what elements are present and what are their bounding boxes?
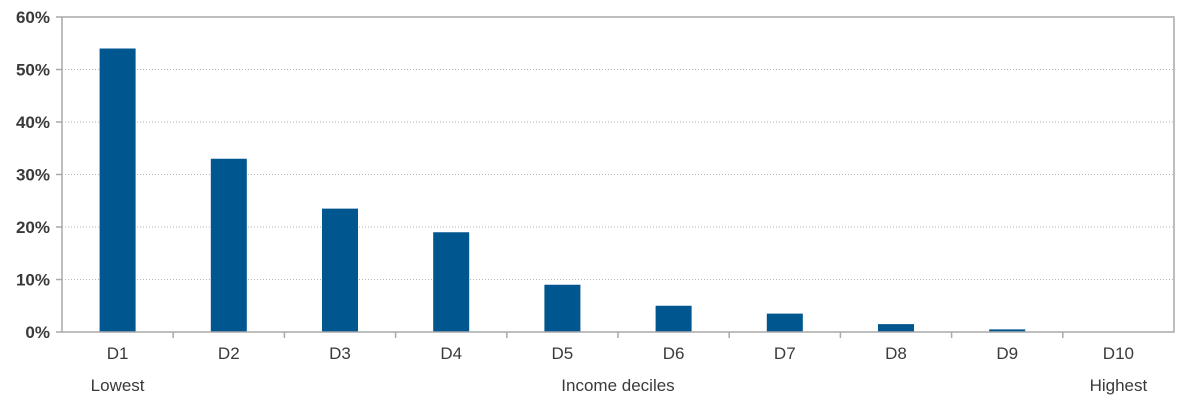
x-tick-label: D6 (663, 344, 685, 363)
x-tick-label: D1 (107, 344, 129, 363)
bar-d8 (878, 324, 914, 332)
y-tick-label: 30% (16, 166, 50, 185)
bar-d7 (766, 313, 803, 332)
bar-d4 (433, 232, 470, 332)
label-layer: Lowest Income deciles Highest 0% 10% 20% 30… (16, 8, 1148, 395)
y-tick-label: 10% (16, 271, 50, 290)
x-tick-label: D7 (774, 344, 796, 363)
bar-d2 (210, 158, 247, 332)
bar-d6 (655, 305, 692, 332)
axis-layer (56, 16, 1175, 338)
x-tick-label: D8 (885, 344, 907, 363)
x-axis-title: Income deciles (561, 376, 674, 395)
bar-layer (99, 48, 1026, 332)
bar-d1 (99, 48, 136, 332)
y-tick-label: 40% (16, 113, 50, 132)
x-tick-label: D9 (996, 344, 1018, 363)
y-tick-label: 60% (16, 8, 50, 27)
grid-layer (62, 69, 1174, 280)
y-tick-label: 0% (25, 323, 50, 342)
x-axis-low-end-label: Lowest (91, 376, 145, 395)
x-tick-label: D4 (440, 344, 462, 363)
y-tick-label: 50% (16, 61, 50, 80)
bar-d9 (989, 329, 1026, 332)
x-tick-label: D3 (329, 344, 351, 363)
x-axis-high-end-label: Highest (1090, 376, 1148, 395)
x-tick-label: D2 (218, 344, 240, 363)
bar-d3 (322, 208, 358, 332)
y-tick-label: 20% (16, 218, 50, 237)
x-tick-label: D5 (552, 344, 574, 363)
x-tick-label: D10 (1103, 344, 1134, 363)
bar-d5 (544, 284, 581, 332)
